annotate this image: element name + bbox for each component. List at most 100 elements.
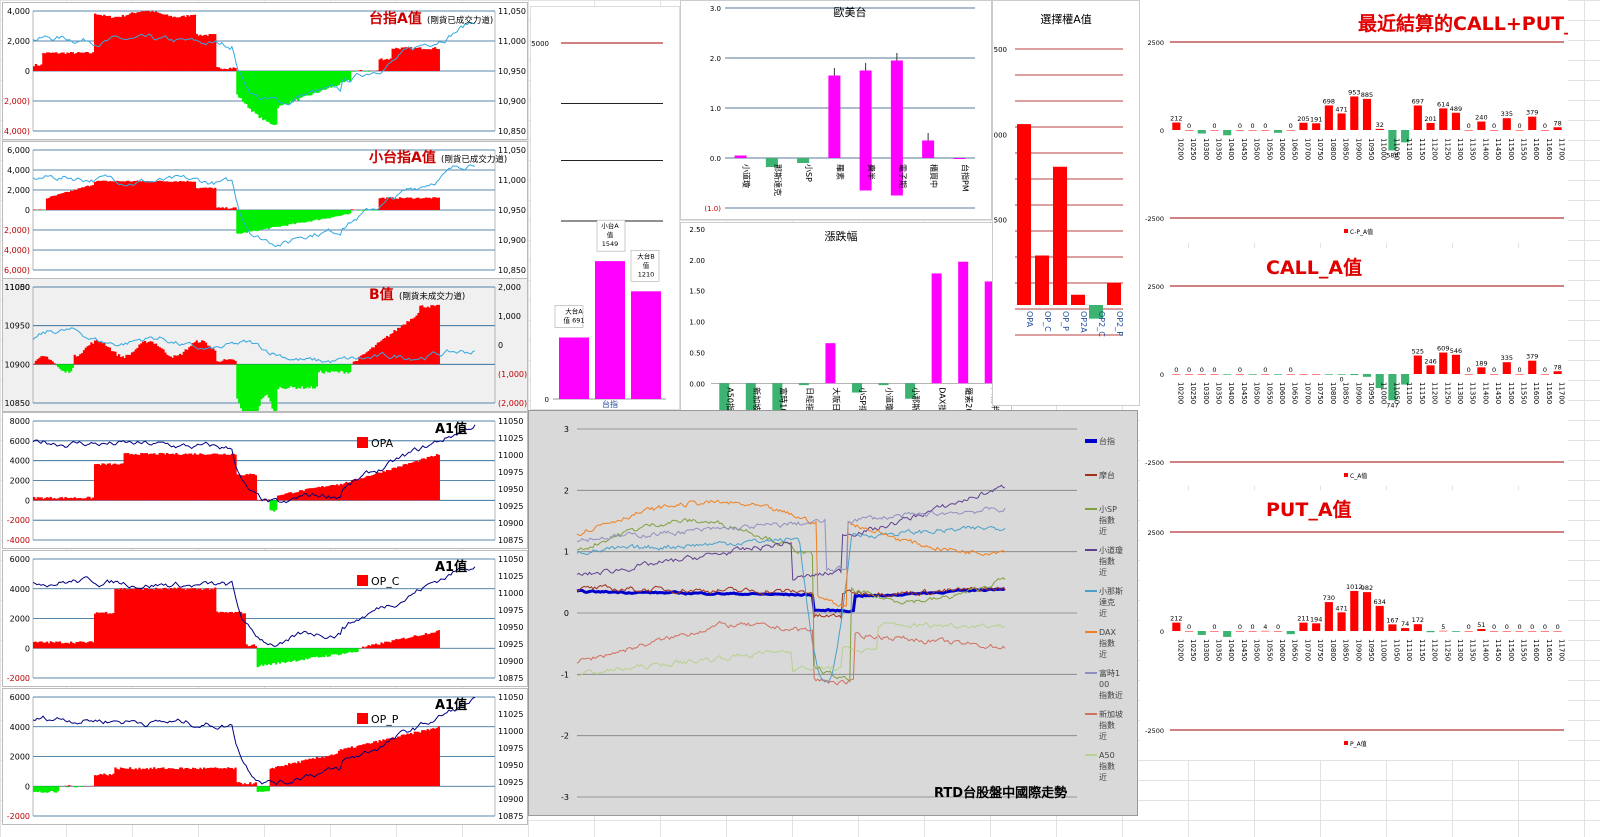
bar-19 (1413, 105, 1422, 130)
legend-label: 小SP (1099, 505, 1117, 514)
area-bar (136, 12, 139, 72)
y-left-tick: 10900 (5, 360, 30, 369)
area-bar (206, 588, 209, 649)
area-bar (317, 486, 320, 501)
area-bar (217, 67, 221, 71)
area-bar (391, 737, 394, 787)
y-left-tick: 6,000 (7, 146, 30, 155)
area-bar (55, 498, 58, 501)
area-bar (304, 648, 307, 659)
area-bar (251, 210, 254, 232)
area-bar (225, 612, 228, 649)
area-bar (219, 68, 222, 71)
y-left-tick: 2,000 (7, 37, 30, 46)
area-bar (238, 71, 241, 98)
area-bar (212, 188, 215, 210)
area-bar (47, 643, 51, 649)
area-bar (347, 364, 350, 374)
x-label: 11450 (1494, 639, 1502, 661)
bar-27 (1515, 374, 1524, 375)
area-bar (293, 364, 296, 388)
y-left-tick: 11050 (5, 283, 30, 292)
bar-4 (1223, 374, 1232, 375)
chart-subtitle: (剛貨已成交力道) (441, 154, 507, 165)
area-bar (147, 181, 150, 210)
area-bar (101, 180, 104, 210)
area-bar (45, 198, 49, 210)
x-label: 11150 (1418, 138, 1426, 160)
area-bar (387, 641, 391, 649)
area-bar (75, 356, 78, 365)
area-bar (347, 71, 350, 81)
area-bar (132, 454, 136, 501)
area-bar (201, 769, 204, 787)
area-bar (45, 497, 49, 501)
area-bar (319, 648, 322, 658)
area-bar (380, 642, 383, 649)
data-label: 953 (1348, 88, 1360, 96)
chart-subtitle: (剛貨已成交力道) (427, 15, 493, 26)
y-left-tick: 4,000 (7, 166, 30, 175)
area-bar (201, 187, 204, 210)
bar-8 (1273, 631, 1283, 632)
area-bar (114, 463, 117, 501)
area-bar (324, 364, 328, 372)
area-bar (347, 747, 350, 787)
area-bar (119, 17, 123, 71)
area-bar (317, 210, 320, 221)
area-bar (367, 475, 370, 501)
area-bar (409, 637, 413, 649)
series-line-6 (576, 506, 1006, 573)
area-bar (323, 364, 326, 374)
area-bar (347, 210, 350, 215)
area-bar (437, 49, 440, 71)
area-bar (95, 181, 99, 210)
area-bar (411, 734, 415, 787)
area-bar (166, 768, 169, 787)
y-left-tick: 6000 (10, 693, 30, 702)
x-label: 11350 (1469, 382, 1477, 404)
area-bar (45, 641, 49, 649)
area-bar (254, 475, 258, 501)
area-bar (129, 354, 132, 365)
area-bar (310, 364, 313, 387)
data-label: 0 (1238, 366, 1242, 374)
area-bar (121, 463, 124, 501)
area-bar (395, 331, 398, 365)
area-bar (228, 67, 232, 71)
big-a-chart: 5000 0 大台A 值 691 小台A 值 1549 大台B 值 1210 台指 (530, 6, 680, 410)
price-line (32, 566, 476, 647)
bar-6 (1248, 374, 1257, 375)
bar-0 (1172, 122, 1181, 130)
area-bar (110, 181, 113, 210)
area-bar (140, 11, 143, 71)
area-bar (219, 611, 222, 649)
area-bar (44, 786, 47, 793)
y-right-tick: 11025 (498, 710, 523, 719)
area-bar (149, 767, 152, 787)
area-bar (286, 493, 289, 501)
legend-label: 小道瓊 (1099, 545, 1123, 555)
legend-label: OP_P (371, 713, 399, 726)
area-bar (291, 762, 294, 787)
x-label: 10650 (1291, 138, 1299, 160)
area-bar (66, 52, 69, 71)
area-bar (251, 644, 254, 649)
data-label: 885 (1361, 91, 1373, 99)
x-label: 10900 (1354, 138, 1362, 160)
area-bar (426, 197, 429, 210)
area-bar (373, 347, 376, 365)
area-bar (413, 47, 416, 71)
area-bar (193, 768, 197, 787)
x-label: 10250 (1189, 138, 1197, 160)
x-label: 10500 (1253, 382, 1261, 404)
area-bar (317, 757, 320, 787)
area-bar (395, 47, 398, 71)
area-bar (184, 181, 187, 210)
area-bar (178, 587, 182, 649)
area-bar (103, 773, 106, 787)
area-bar (138, 767, 141, 787)
area-bar (79, 497, 82, 501)
data-label: 值 691 (564, 316, 585, 325)
bar-30 (1553, 127, 1562, 130)
